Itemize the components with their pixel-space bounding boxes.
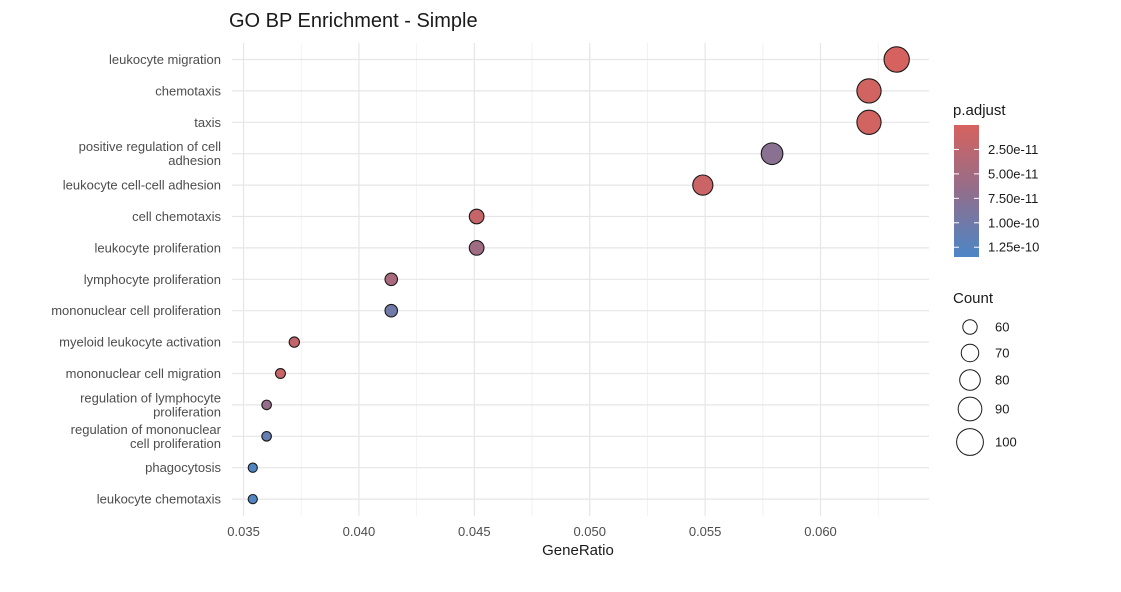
size-legend-label: 60 [995,320,1009,335]
x-tick-label: 0.055 [689,524,722,539]
data-point [883,46,910,73]
y-tick-label: taxis [194,115,221,130]
data-points [247,46,910,505]
color-legend-label: 5.00e-11 [988,166,1038,181]
size-legend-circle [962,319,978,335]
color-legend-label: 2.50e-11 [988,142,1038,157]
color-legend-title: p.adjust [953,102,1006,119]
x-tick-label: 0.045 [458,524,491,539]
data-point [247,462,258,473]
color-bar [954,125,979,257]
y-axis-labels: leukocyte migration chemotaxis taxis positi… [51,52,221,507]
data-point [468,208,485,225]
data-point [274,367,286,380]
size-legend-label: 80 [995,373,1009,388]
data-point [468,240,485,256]
size-legend-circle [959,369,981,391]
y-tick-label: leukocyte chemotaxis [97,492,222,507]
y-tick-label: chemotaxis [155,83,221,98]
data-point [247,493,258,505]
size-legend-items: 60 70 80 90 100 [956,319,1017,456]
size-legend-label: 100 [995,435,1017,450]
data-point [384,272,399,287]
x-tick-label: 0.040 [343,524,376,539]
size-legend: Count 60 70 80 90 100 [953,290,1017,456]
chart-title: GO BP Enrichment - Simple [229,10,478,32]
x-tick-label: 0.050 [573,524,606,539]
x-tick-label: 0.060 [804,524,837,539]
color-legend-label: 7.50e-11 [988,191,1038,206]
y-tick-label: mononuclear cell migration [66,366,221,381]
data-point [692,174,714,196]
x-axis-label: GeneRatio [542,542,614,559]
size-legend-label: 90 [995,402,1009,417]
data-point [856,109,882,135]
data-point [261,399,272,411]
size-legend-label: 70 [995,346,1009,361]
y-tick-label: regulation of mononuclear cell proliferat… [71,422,222,451]
size-legend-circle [956,428,984,456]
color-legend-label: 1.25e-10 [988,240,1039,255]
y-tick-label: leukocyte migration [109,52,221,67]
data-point [760,142,784,166]
y-tick-label: leukocyte cell-cell adhesion [63,178,221,193]
color-legend-ticks: 2.50e-11 5.00e-11 7.50e-11 1.00e-10 1.25e-10 [954,142,1039,255]
data-point [288,336,301,348]
y-tick-label: myeloid leukocyte activation [59,335,221,350]
data-point [856,78,882,104]
y-tick-label: regulation of lymphocyte proliferation [80,390,221,419]
y-tick-label: lymphocyte proliferation [84,272,221,287]
y-tick-label: leukocyte proliferation [95,240,221,255]
y-tick-label: positive regulation of cell adhesion [79,139,221,168]
y-tick-label: phagocytosis [145,460,221,475]
size-legend-circle [960,343,980,363]
color-legend-label: 1.00e-10 [988,215,1039,230]
grid [232,43,929,516]
size-legend-circle [957,396,983,422]
x-axis-ticks: 0.035 0.040 0.045 0.050 0.055 0.060 [227,524,837,539]
y-tick-label: cell chemotaxis [132,209,221,224]
y-tick-label: mononuclear cell proliferation [51,303,221,318]
color-legend: p.adjust 2.50e-11 5.00e-11 7.50e-11 1.00e-1… [953,102,1039,257]
x-tick-label: 0.035 [227,524,260,539]
size-legend-title: Count [953,290,994,307]
data-point [261,430,272,442]
data-point [384,303,399,318]
